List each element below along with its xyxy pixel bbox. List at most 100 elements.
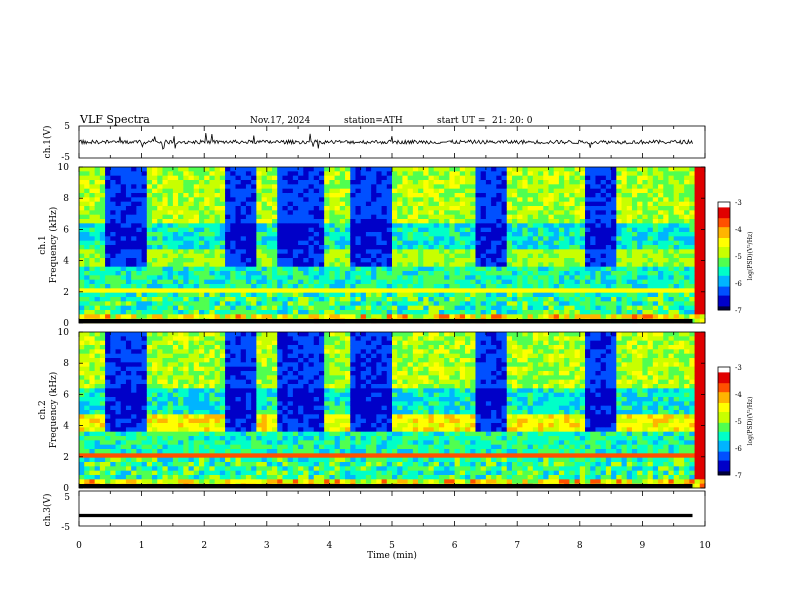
spectrogram-cell xyxy=(266,206,273,211)
spectrogram-cell xyxy=(318,284,325,289)
spectrogram-cell xyxy=(157,236,163,242)
spectrogram-cell xyxy=(491,262,497,268)
spectrogram-cell xyxy=(240,232,247,237)
spectrogram-cell xyxy=(438,266,445,272)
spectrogram-cell xyxy=(125,336,132,342)
spectrogram-cell xyxy=(684,193,690,198)
spectrogram-cell xyxy=(631,219,638,224)
spectrogram-cell xyxy=(585,167,591,172)
spectrogram-cell xyxy=(590,258,596,263)
spectrogram-cell xyxy=(251,262,257,268)
spectrogram-cell xyxy=(94,206,101,211)
spectrogram-cell xyxy=(94,227,101,233)
spectrogram-cell xyxy=(152,310,158,315)
spectrogram-cell xyxy=(605,253,612,259)
spectrogram-cell xyxy=(631,314,638,320)
spectrogram-cell xyxy=(699,219,706,224)
spectrogram-cell xyxy=(684,279,690,285)
spectrogram-cell xyxy=(94,193,101,198)
spectrogram-cell xyxy=(209,167,216,172)
spectrogram-cell xyxy=(642,206,649,211)
spectrogram-cell xyxy=(423,262,429,268)
spectrogram-cell xyxy=(105,366,111,372)
spectrogram-cell xyxy=(94,188,101,194)
spectrogram-cell xyxy=(412,301,419,307)
spectrogram-cell xyxy=(131,266,137,272)
spectrogram-cell xyxy=(522,210,529,216)
spectrogram-cell xyxy=(527,223,534,229)
spectrogram-cell xyxy=(631,210,638,216)
spectrogram-cell xyxy=(219,210,226,216)
spectrogram-cell xyxy=(397,193,403,198)
spectrogram-cell xyxy=(371,227,377,233)
spectrogram-cell xyxy=(334,240,341,246)
spectrogram-cell xyxy=(470,240,476,246)
spectrogram-cell xyxy=(219,297,226,302)
spectrogram-cell xyxy=(652,284,659,289)
spectrogram-cell xyxy=(94,332,101,337)
spectrogram-cell xyxy=(699,318,706,324)
spectrogram-cell xyxy=(365,201,372,207)
spectrogram-cell xyxy=(110,292,116,298)
spectrogram-cell xyxy=(115,214,122,220)
spectrogram-cell xyxy=(308,197,315,203)
spectrogram-cell xyxy=(470,175,476,181)
spectrogram-cell xyxy=(668,193,675,198)
spectrogram-cell xyxy=(626,266,633,272)
spectrogram-cell xyxy=(120,305,127,311)
spectrogram-cell xyxy=(538,175,544,181)
spectrogram-cell xyxy=(595,184,602,190)
spectrogram-cell xyxy=(668,275,675,281)
spectrogram-cell xyxy=(318,262,325,268)
spectrogram-cell xyxy=(94,444,101,450)
spectrogram-cell xyxy=(167,310,174,315)
spectrogram-cell xyxy=(152,188,158,194)
spectrogram-cell xyxy=(298,167,304,172)
spectrogram-cell xyxy=(444,197,450,203)
spectrogram-cell xyxy=(611,258,617,263)
spectrogram-cell xyxy=(225,180,231,185)
spectrogram-cell xyxy=(444,253,450,259)
spectrogram-cell xyxy=(694,249,701,255)
spectrogram-cell xyxy=(459,301,466,307)
spectrogram-cell xyxy=(89,245,96,250)
spectrogram-cell xyxy=(272,223,278,229)
spectrogram-cell xyxy=(376,206,382,211)
spectrogram-cell xyxy=(79,210,85,216)
spectrogram-cell xyxy=(485,201,492,207)
spectrogram-cell xyxy=(423,249,429,255)
spectrogram-cell xyxy=(345,193,351,198)
spectrogram-cell xyxy=(324,223,330,229)
spectrogram-cell xyxy=(120,336,127,342)
spectrogram-cell xyxy=(162,232,169,237)
spectrogram-cell xyxy=(574,197,581,203)
spectrogram-cell xyxy=(637,266,643,272)
spectrogram-cell xyxy=(517,201,523,207)
spectrogram-cell xyxy=(172,240,179,246)
spectrogram-cell xyxy=(475,227,482,233)
spectrogram-cell xyxy=(506,305,513,311)
spectrogram-cell xyxy=(105,262,111,268)
spectrogram-cell xyxy=(631,201,638,207)
spectrogram-cell xyxy=(564,180,570,185)
spectrogram-cell xyxy=(329,314,336,320)
spectrogram-cell xyxy=(376,236,382,242)
spectrogram-cell xyxy=(120,201,127,207)
spectrogram-cell xyxy=(574,271,581,276)
spectrogram-cell xyxy=(136,353,142,359)
spectrogram-cell xyxy=(214,249,221,255)
spectrogram-cell xyxy=(579,271,586,276)
spectrogram-cell xyxy=(438,249,445,255)
spectrogram-cell xyxy=(136,219,142,224)
spectrogram-cell xyxy=(553,227,560,233)
spectrogram-cell xyxy=(371,184,377,190)
spectrogram-cell xyxy=(131,384,137,389)
spectrogram-cell xyxy=(558,279,565,285)
spectrogram-cell xyxy=(569,249,575,255)
spectrogram-cell xyxy=(167,167,174,172)
spectrogram-cell xyxy=(245,301,252,307)
spectrogram-cell xyxy=(485,253,492,259)
spectrogram-cell xyxy=(157,397,163,402)
spectrogram-cell xyxy=(141,236,148,242)
spectrogram-cell xyxy=(240,301,247,307)
